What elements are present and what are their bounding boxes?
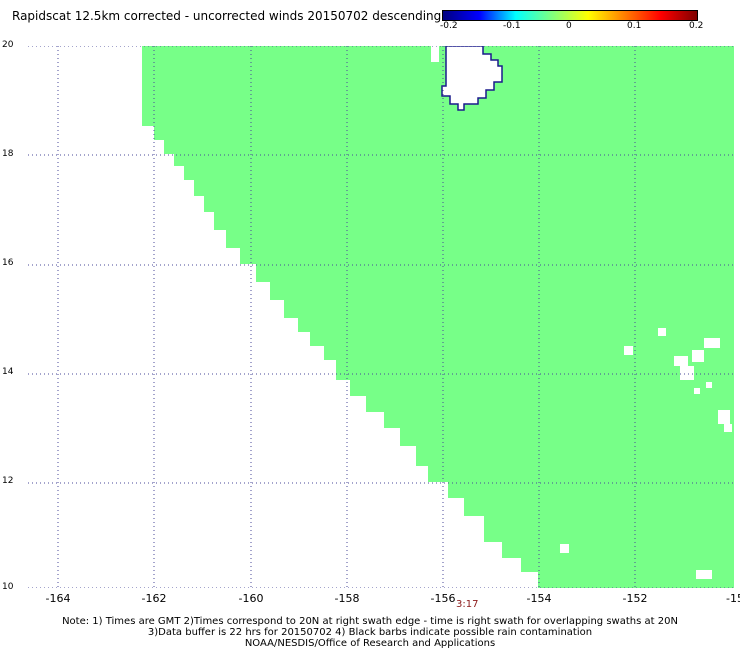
map-title: Rapidscat 12.5km corrected - uncorrected… [12, 9, 442, 23]
longitude-label: -162 [141, 592, 167, 605]
data-gaps [431, 46, 732, 579]
colorbar-tick-label: 0.2 [689, 21, 704, 31]
longitude-label: -154 [526, 592, 552, 605]
colorbar [442, 10, 698, 21]
hawaii-island-coastline [441, 46, 503, 111]
longitude-label: -160 [238, 592, 264, 605]
latitude-label: 12 [2, 476, 14, 486]
footnote-line-2: 3)Data buffer is 22 hrs for 20150702 4) … [147, 627, 593, 638]
longitude-label: -164 [45, 592, 71, 605]
latitude-label: 16 [2, 258, 14, 268]
longitude-label: -150 [726, 592, 740, 605]
latitude-label: 18 [2, 149, 14, 159]
longitude-label: -152 [622, 592, 648, 605]
map-grid [28, 46, 734, 588]
latitude-label: 20 [2, 40, 14, 50]
colorbar-tick-label: 0 [566, 21, 572, 31]
colorbar-tick-label: -0.1 [503, 21, 521, 31]
footnote-line-1: Note: 1) Times are GMT 2)Times correspon… [62, 616, 678, 627]
footnote-credit: NOAA/NESDIS/Office of Research and Appli… [244, 638, 496, 649]
map-canvas [28, 46, 734, 588]
swath-coverage [142, 46, 734, 588]
latitude-label: 10 [2, 582, 14, 592]
longitude-label: -156 [430, 592, 456, 605]
latitude-label: 14 [2, 367, 14, 377]
swath-time-label: 3:17 [456, 599, 479, 610]
longitude-label: -158 [334, 592, 360, 605]
colorbar-tick-label: 0.1 [627, 21, 642, 31]
colorbar-tick-label: -0.2 [440, 21, 458, 31]
map-plot-area[interactable] [28, 46, 734, 588]
